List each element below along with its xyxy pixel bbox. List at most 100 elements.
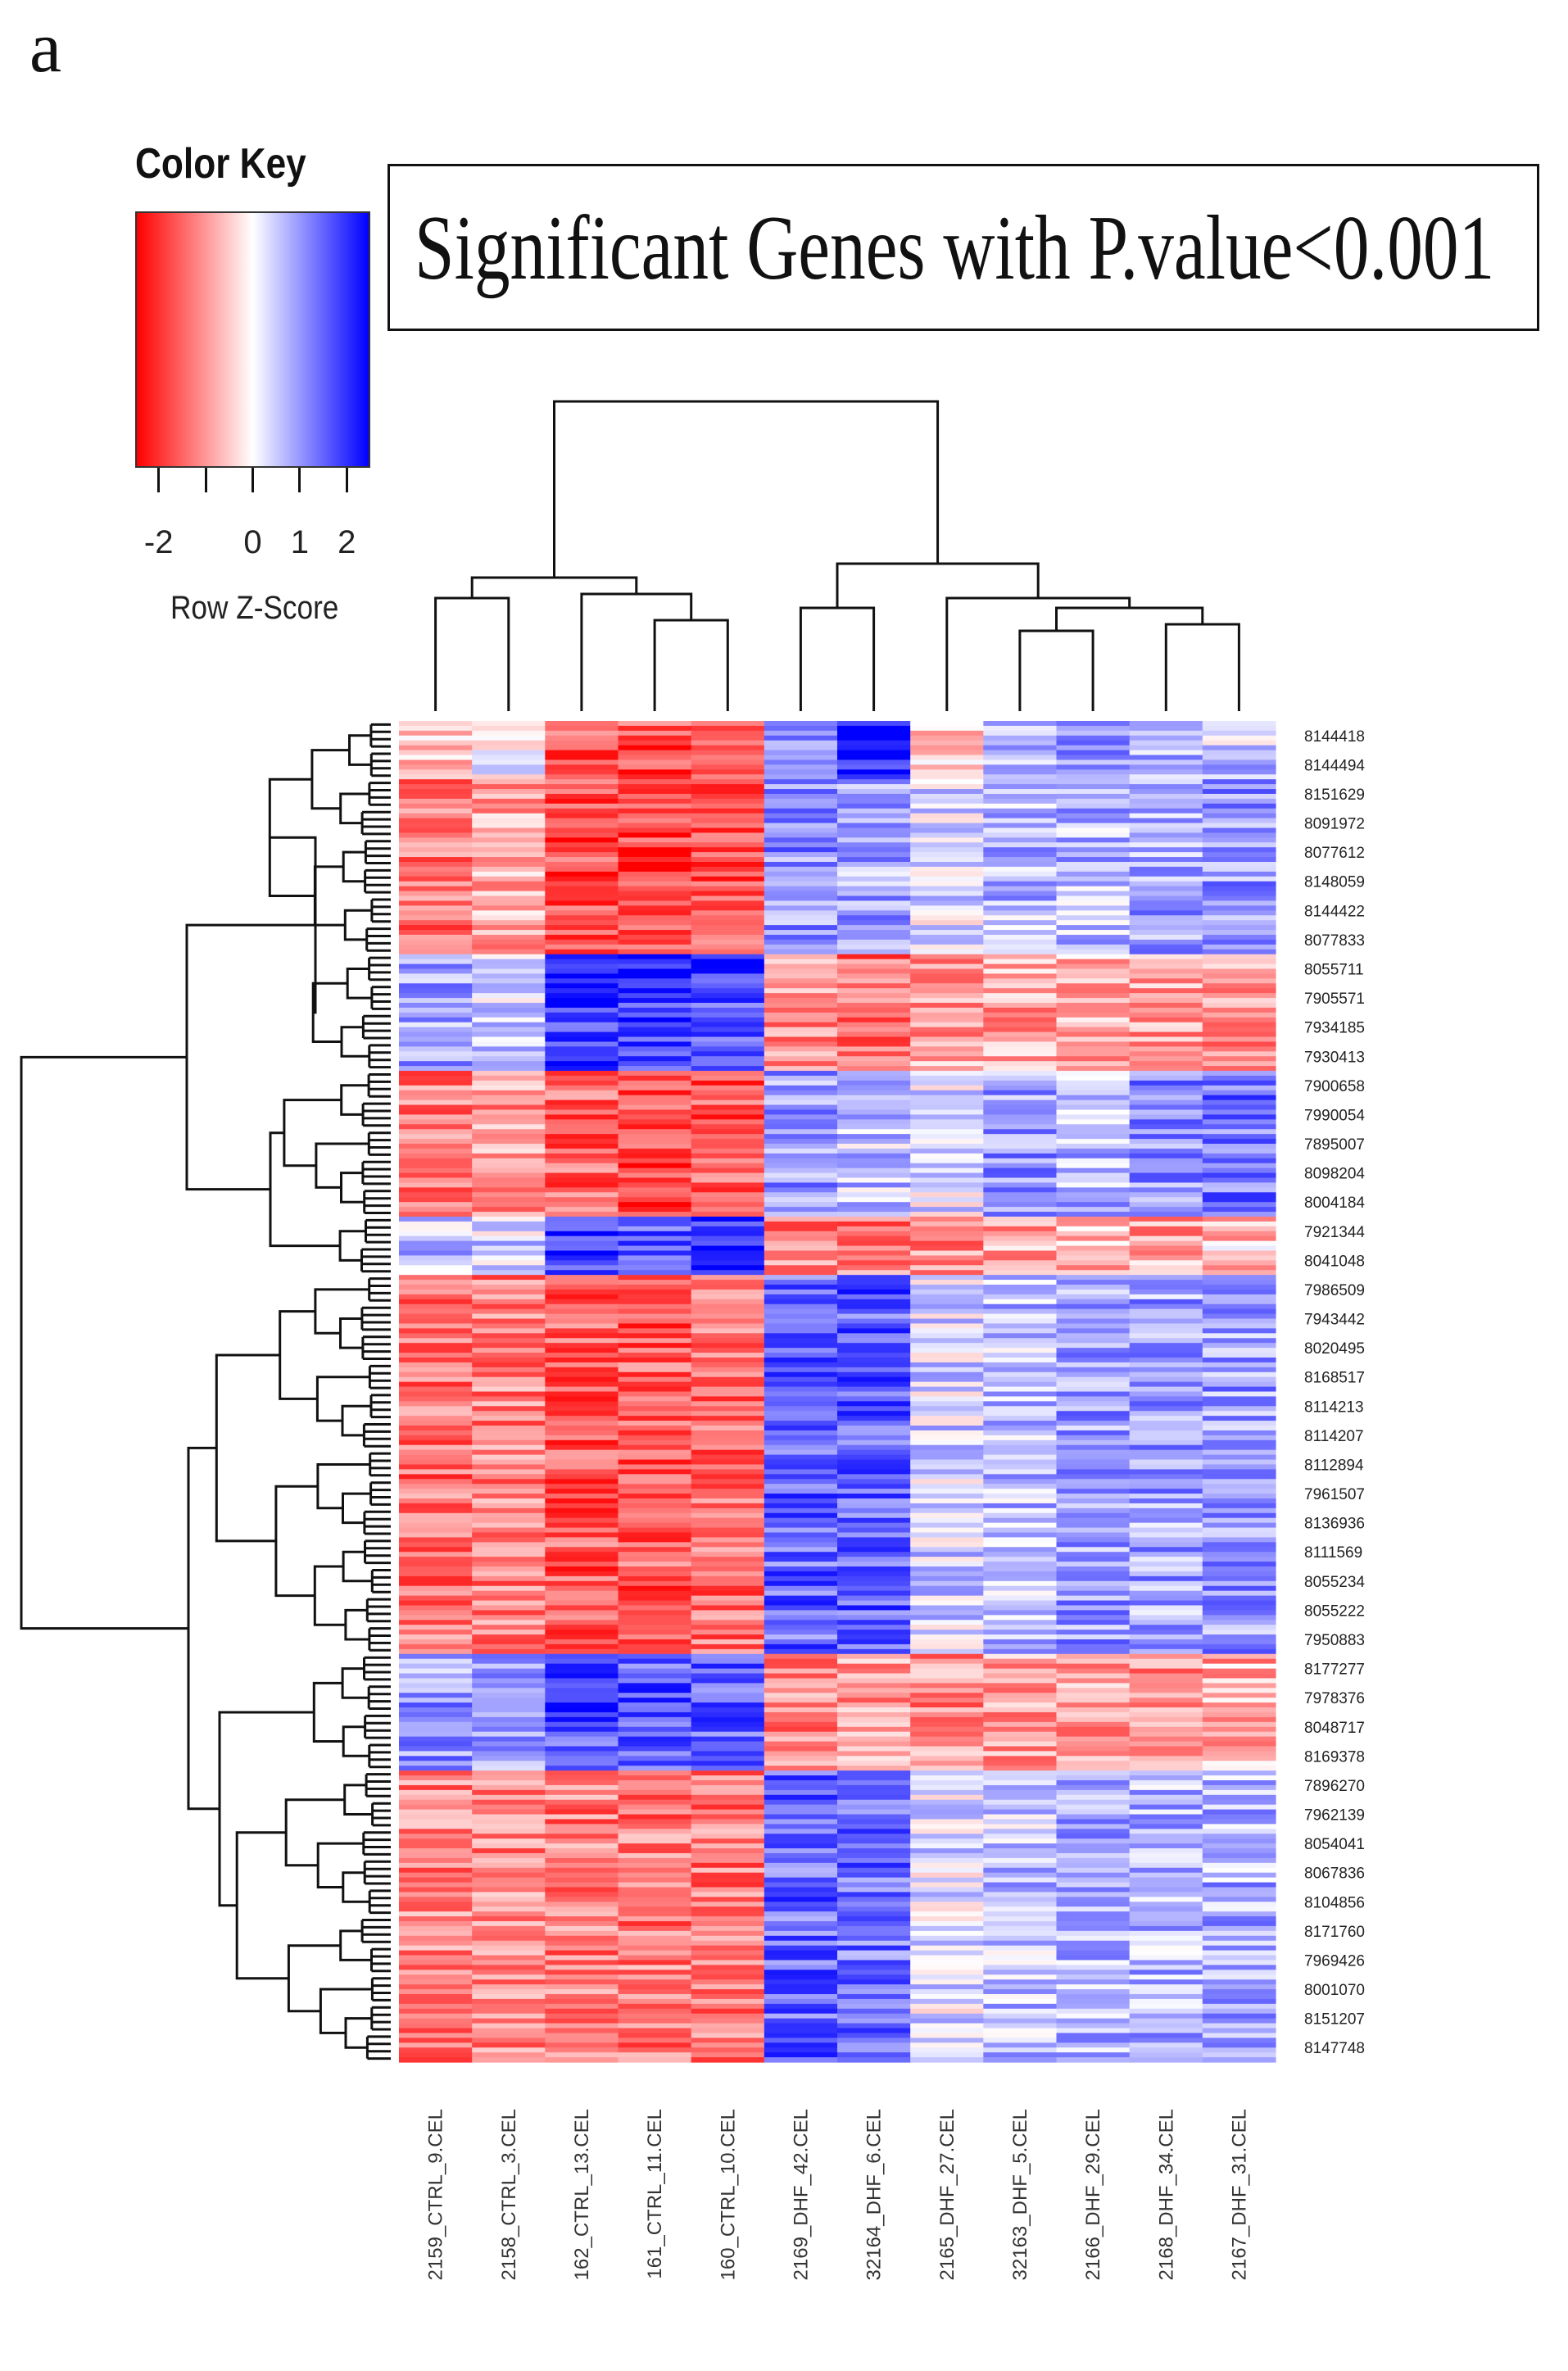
row-label: 8112894: [1304, 1458, 1364, 1475]
heatmap-cell: [1056, 1260, 1131, 1266]
heatmap-cell: [1129, 1643, 1203, 1650]
heatmap-cell: [1129, 1343, 1203, 1349]
heatmap-cell: [1202, 1916, 1276, 1922]
heatmap-cell: [691, 1698, 765, 1703]
heatmap-cell: [1202, 954, 1276, 960]
heatmap-cell: [1129, 1289, 1203, 1295]
heatmap-cell: [764, 1167, 838, 1174]
heatmap-cell: [472, 1158, 546, 1164]
heatmap-cell: [983, 1575, 1058, 1582]
heatmap-cell: [472, 1435, 546, 1441]
heatmap-cell: [983, 1702, 1058, 1708]
heatmap-cell: [691, 1630, 765, 1635]
heatmap-cell: [545, 1547, 619, 1553]
heatmap-cell: [1056, 1819, 1131, 1825]
heatmap-cell: [618, 1119, 692, 1125]
heatmap-cell: [1056, 1955, 1131, 1961]
heatmap-cell: [837, 1575, 911, 1582]
heatmap-cell: [691, 1557, 765, 1562]
heatmap-cell: [618, 1643, 692, 1650]
heatmap-cell: [691, 993, 765, 999]
heatmap-cell: [1202, 1158, 1276, 1164]
heatmap-cell: [983, 784, 1058, 790]
heatmap-cell: [691, 2057, 765, 2063]
heatmap-cell: [691, 1192, 765, 1198]
heatmap-cell: [1202, 1479, 1276, 1485]
heatmap-cell: [472, 721, 546, 727]
heatmap-cell: [472, 1630, 546, 1635]
heatmap-cell: [1202, 1906, 1276, 1912]
heatmap-cell: [764, 837, 838, 843]
heatmap-cell: [399, 1639, 473, 1645]
heatmap-cell: [837, 1484, 911, 1489]
heatmap-cell: [983, 1688, 1058, 1693]
heatmap-cell: [1202, 1338, 1276, 1344]
heatmap-cell: [472, 1406, 546, 1412]
heatmap-cell: [691, 1474, 765, 1480]
heatmap-cell: [1056, 1930, 1131, 1937]
heatmap-cell: [983, 1698, 1058, 1703]
heatmap-cell: [910, 813, 984, 819]
heatmap-cell: [1129, 764, 1203, 770]
heatmap-cell: [399, 1439, 473, 1446]
heatmap-cell: [1056, 1318, 1131, 1325]
heatmap-cell: [399, 1711, 473, 1718]
heatmap-cell: [691, 998, 765, 1004]
heatmap-cell: [1129, 1857, 1203, 1864]
heatmap-cell: [399, 1435, 473, 1441]
heatmap-cell: [837, 1746, 911, 1752]
heatmap-cell: [472, 1512, 546, 1519]
heatmap-cell: [618, 1911, 692, 1917]
heatmap-cell: [618, 1148, 692, 1154]
heatmap-cell: [910, 823, 984, 829]
heatmap-cell: [1129, 1158, 1203, 1164]
heatmap-cell: [1056, 1357, 1131, 1363]
heatmap-cell: [545, 1552, 619, 1557]
heatmap-cell: [399, 1104, 473, 1111]
heatmap-cell: [983, 1930, 1058, 1937]
heatmap-cell: [399, 1066, 473, 1072]
heatmap-cell: [472, 1902, 546, 1907]
heatmap-cell: [618, 1061, 692, 1067]
heatmap-cell: [1056, 944, 1131, 950]
heatmap-cell: [472, 1401, 546, 1407]
heatmap-cell: [691, 1163, 765, 1169]
heatmap-cell: [691, 1857, 765, 1864]
heatmap-cell: [472, 1333, 546, 1339]
color-key-tick-label: -2: [143, 524, 174, 560]
heatmap-cell: [1202, 895, 1276, 902]
heatmap-cell: [983, 837, 1058, 843]
heatmap-cell: [1129, 1303, 1203, 1310]
heatmap-cell: [1202, 2052, 1276, 2058]
heatmap-cell: [618, 1376, 692, 1383]
heatmap-cell: [1129, 1566, 1203, 1572]
heatmap-cell: [1056, 978, 1131, 984]
heatmap-cell: [618, 1469, 692, 1475]
heatmap-cell: [837, 1114, 911, 1120]
heatmap-cell: [472, 1240, 546, 1247]
heatmap-cell: [764, 735, 838, 741]
heatmap-cell: [472, 1711, 546, 1718]
heatmap-cell: [399, 1921, 473, 1927]
heatmap-cell: [691, 1571, 765, 1577]
heatmap-cell: [399, 1925, 473, 1932]
heatmap-cell: [1202, 1391, 1276, 1398]
heatmap-cell: [1056, 930, 1131, 936]
heatmap-cell: [399, 745, 473, 751]
heatmap-cell: [910, 1435, 984, 1441]
heatmap-cell: [472, 1663, 546, 1670]
heatmap-cell: [1056, 1984, 1131, 1990]
heatmap-cell: [1129, 2023, 1203, 2029]
heatmap-cell: [545, 2003, 619, 2010]
heatmap-cell: [691, 1255, 765, 1261]
heatmap-cell: [545, 1085, 619, 1091]
heatmap-cell: [1129, 1221, 1203, 1227]
heatmap-cell: [545, 1289, 619, 1295]
heatmap-cell: [764, 1479, 838, 1485]
heatmap-cell: [764, 1459, 838, 1466]
heatmap-cell: [1056, 1877, 1131, 1884]
heatmap-cell: [1202, 1761, 1276, 1766]
heatmap-cell: [764, 1789, 838, 1796]
heatmap-cell: [983, 774, 1058, 780]
heatmap-cell: [837, 1974, 911, 1980]
